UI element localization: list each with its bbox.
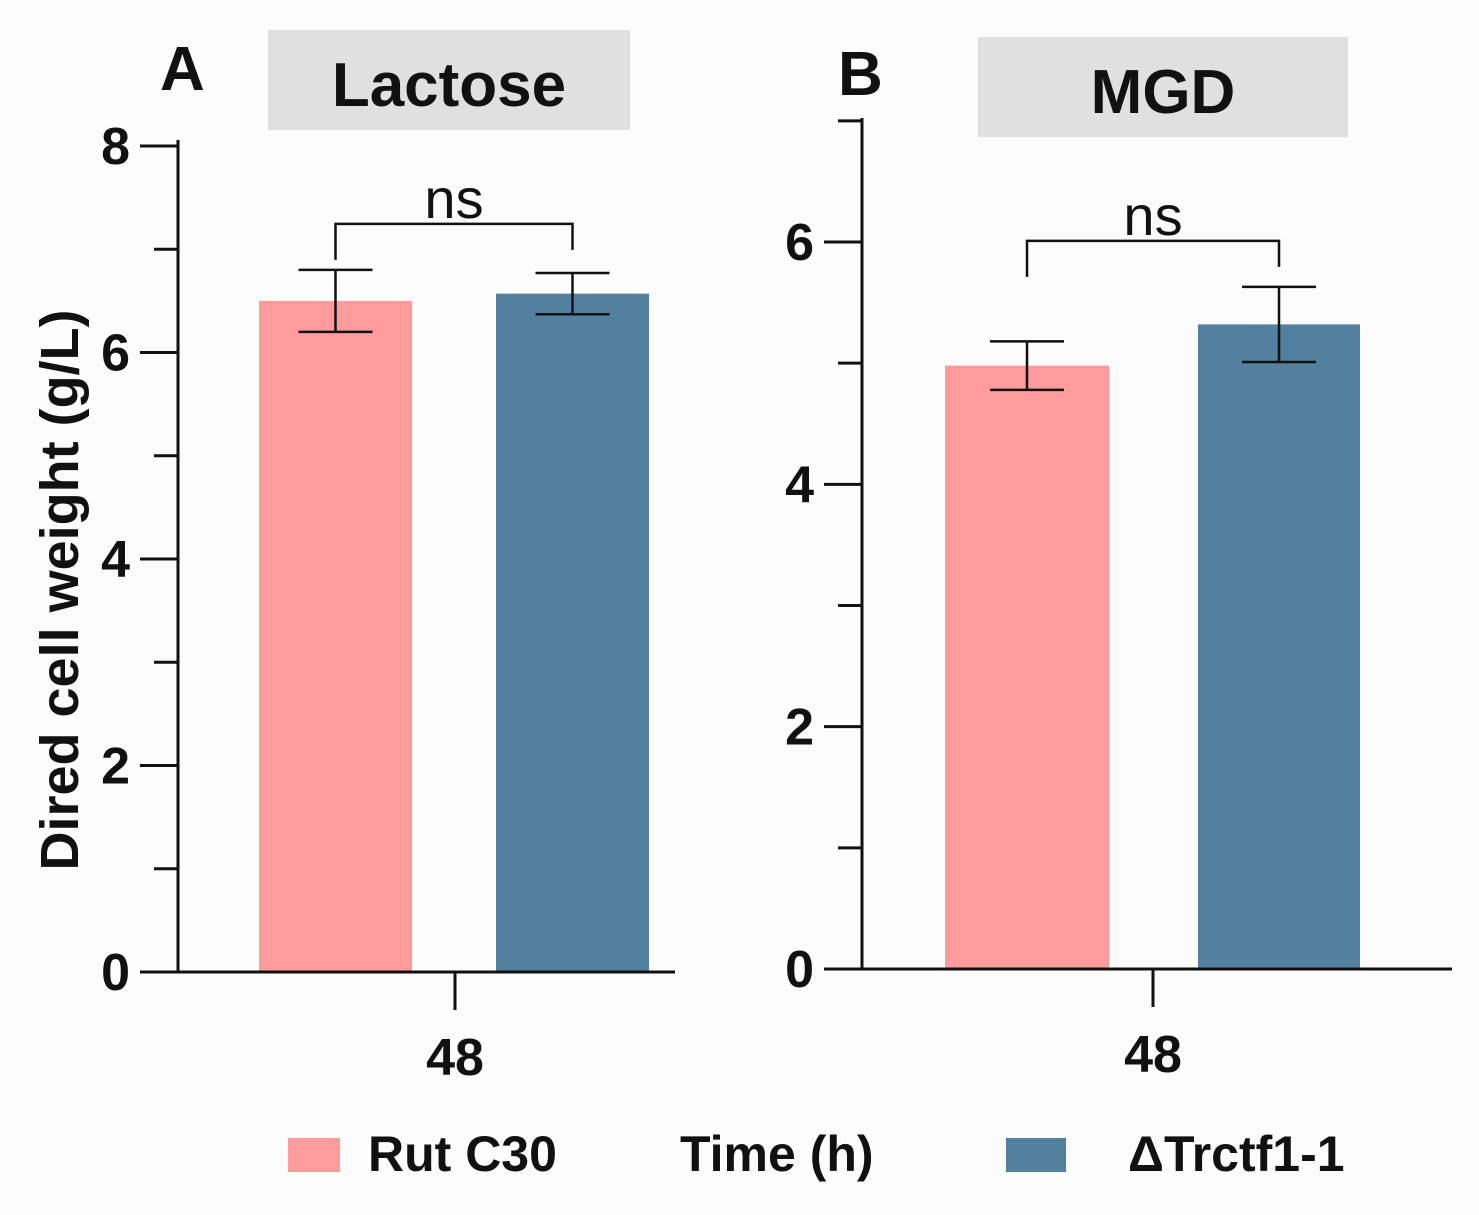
y-axis-title: Dired cell weight (g/L) <box>30 309 90 870</box>
panel-a-title-box <box>268 30 630 130</box>
legend-label-rut-c30: Rut C30 <box>368 1126 557 1182</box>
panel-a-y-tick-label-8: 8 <box>101 118 130 176</box>
legend-xaxis-title: Time (h) <box>680 1126 874 1182</box>
panel-a-y-tick-label-2: 2 <box>101 738 130 796</box>
panel-b-bar-rut-c30 <box>945 365 1109 970</box>
panel-a-bar-rut-c30 <box>259 300 412 972</box>
panel-b-title-box <box>978 37 1348 137</box>
panel-a-y-tick-label-0: 0 <box>101 944 130 1002</box>
legend: Rut C30 Time (h) ΔTrctf1-1 <box>288 1126 1345 1182</box>
panel-a-significance-label: ns <box>424 167 483 230</box>
panel-b-y-tick-label-2: 2 <box>785 699 814 757</box>
panel-a-x-tick-label: 48 <box>426 1029 484 1087</box>
panel-a-y-tick-label-6: 6 <box>101 325 130 383</box>
legend-swatch-trctf1 <box>1006 1138 1066 1172</box>
panel-b-y-tick-label-6: 6 <box>785 214 814 272</box>
legend-label-trctf1: ΔTrctf1-1 <box>1128 1126 1345 1182</box>
panel-a-y-tick-label-4: 4 <box>101 531 130 589</box>
legend-swatch-rut-c30 <box>288 1138 340 1172</box>
panel-a-title: Lactose <box>332 51 566 120</box>
panel-a-significance-bracket <box>334 222 574 260</box>
panel-b-bar-trctf1 <box>1198 324 1360 970</box>
panel-b-y-tick-label-0: 0 <box>785 941 814 999</box>
panel-a-bar-trctf1 <box>496 293 649 973</box>
panel-b-label: B <box>838 40 883 109</box>
panel-b-title: MGD <box>1091 58 1236 127</box>
panel-b-significance-bracket <box>1025 239 1281 277</box>
panel-a-label: A <box>160 35 205 104</box>
panel-b-x-tick-label: 48 <box>1124 1026 1182 1084</box>
panel-b-significance-label: ns <box>1123 184 1182 247</box>
panel-b-y-tick-label-4: 4 <box>785 456 814 514</box>
